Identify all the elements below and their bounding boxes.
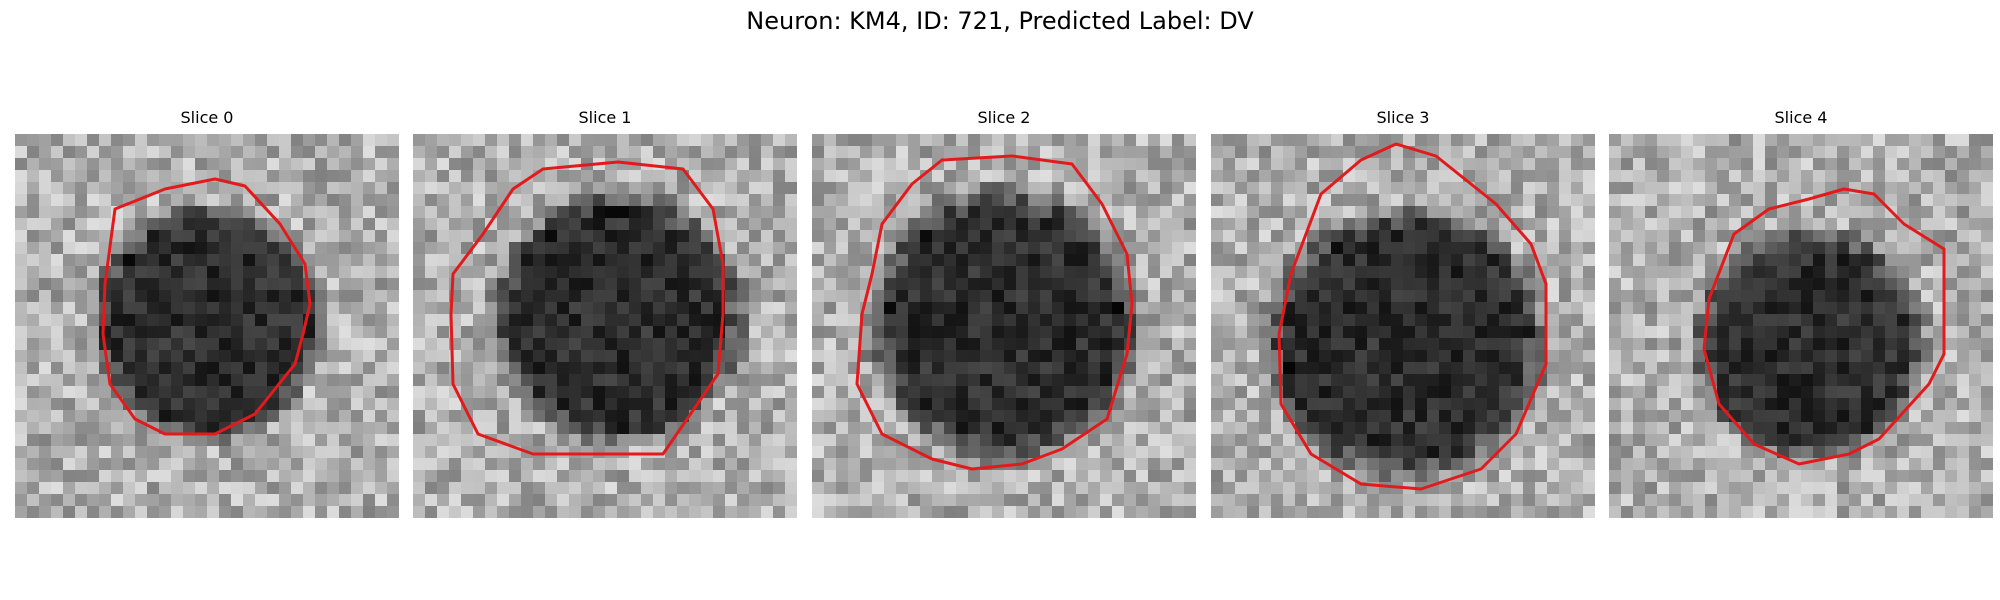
slice-panel-2: Slice 2 [812, 108, 1196, 518]
slice-image [1609, 134, 1993, 518]
slice-image [15, 134, 399, 518]
figure-title: Neuron: KM4, ID: 721, Predicted Label: D… [746, 7, 1254, 35]
segmentation-contour [449, 160, 725, 456]
segmentation-contour [1702, 187, 1946, 466]
slice-title: Slice 3 [1376, 108, 1430, 127]
slice-panel-1: Slice 1 [413, 108, 797, 518]
segmentation-contour [1277, 142, 1548, 491]
slice-image [413, 134, 797, 518]
slice-image [1211, 134, 1595, 518]
slice-title: Slice 4 [1774, 108, 1828, 127]
segmentation-contour [855, 154, 1134, 471]
slice-panel-3: Slice 3 [1211, 108, 1595, 518]
slice-title: Slice 1 [578, 108, 632, 127]
slice-title: Slice 0 [180, 108, 234, 127]
slice-image [812, 134, 1196, 518]
slice-panel-4: Slice 4 [1609, 108, 1993, 518]
slice-panel-0: Slice 0 [15, 108, 399, 518]
slice-title: Slice 2 [977, 108, 1031, 127]
segmentation-contour [101, 177, 312, 436]
